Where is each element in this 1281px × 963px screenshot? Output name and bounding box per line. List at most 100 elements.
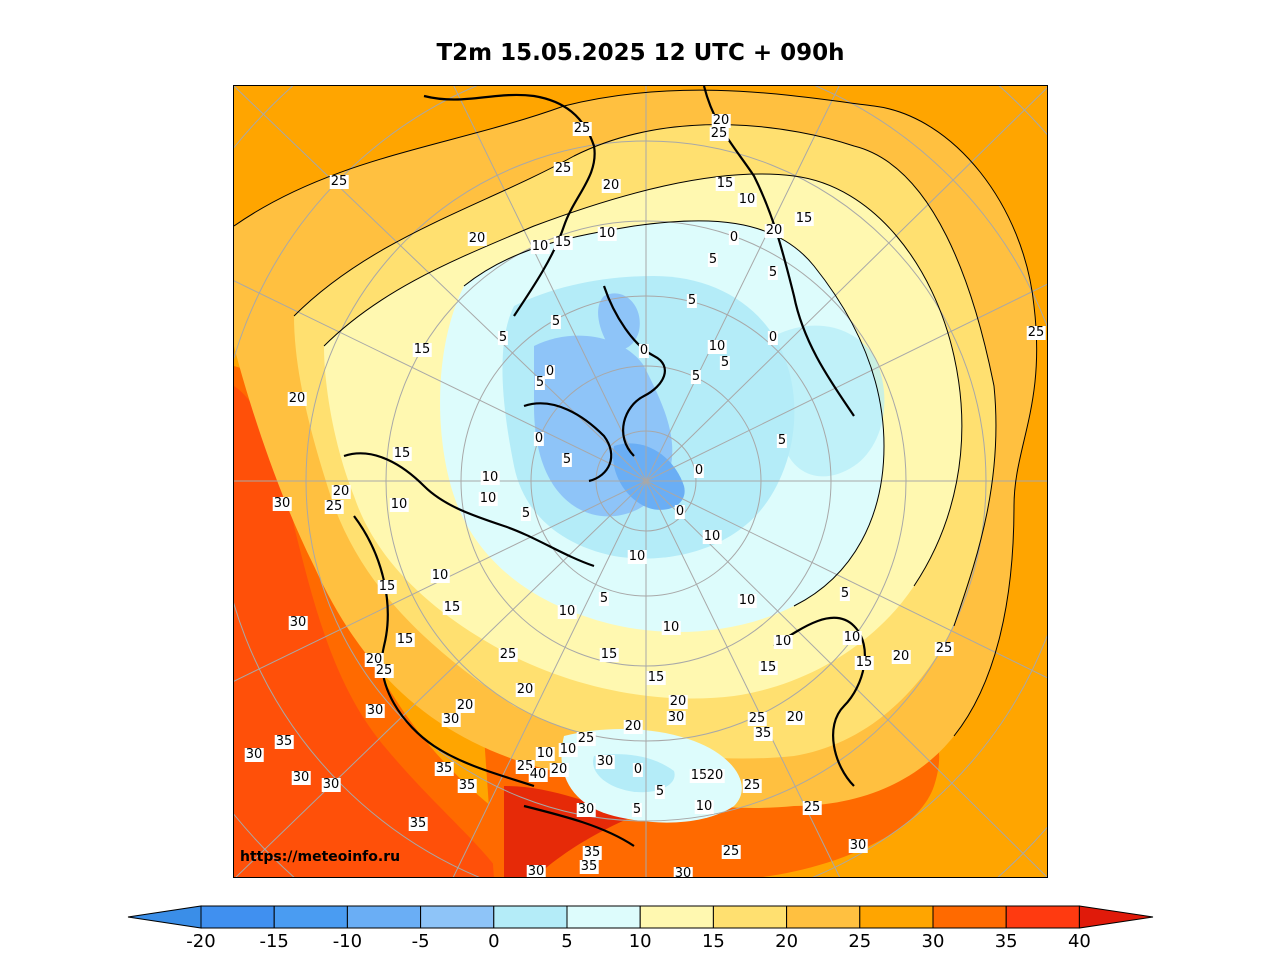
contour-label: 25 bbox=[324, 499, 344, 514]
colorbar-tick-label: -15 bbox=[259, 931, 289, 952]
colorbar-segment bbox=[346, 905, 422, 929]
contour-label: 15 bbox=[377, 579, 397, 594]
colorbar-tick-label: 40 bbox=[1067, 931, 1091, 952]
colorbar-segment bbox=[566, 905, 641, 929]
contour-label: 30 bbox=[291, 770, 311, 785]
contour-label: 10 bbox=[737, 593, 757, 608]
contour-label: 0 bbox=[638, 343, 650, 358]
contour-label: 25 bbox=[721, 844, 741, 859]
contour-label: 20 bbox=[785, 710, 805, 725]
contour-label: 10 bbox=[530, 239, 550, 254]
contour-label: 10 bbox=[480, 470, 500, 485]
contour-label: 25 bbox=[742, 778, 762, 793]
colorbar-segment bbox=[200, 905, 275, 929]
contour-label: 5 bbox=[550, 314, 562, 329]
contour-label: 25 bbox=[329, 174, 349, 189]
contour-label: 15 bbox=[758, 660, 778, 675]
contour-label: 15 bbox=[442, 600, 462, 615]
contour-label: 20 bbox=[668, 694, 688, 709]
colorbar-tick-label: 30 bbox=[921, 931, 945, 952]
colorbar bbox=[127, 905, 1154, 929]
contour-label: 10 bbox=[702, 529, 722, 544]
watermark: https://meteoinfo.ru bbox=[240, 849, 401, 865]
contour-label: 10 bbox=[430, 568, 450, 583]
contour-label: 25 bbox=[374, 663, 394, 678]
colorbar-under-arrow bbox=[127, 905, 202, 929]
contour-label: 0 bbox=[674, 504, 686, 519]
colorbar-tick-label: 0 bbox=[488, 931, 500, 952]
contour-label: 15 bbox=[689, 768, 709, 783]
contour-label: 5 bbox=[598, 591, 610, 606]
contour-label: 30 bbox=[666, 710, 686, 725]
contour-label: 15 bbox=[794, 211, 814, 226]
contour-label: 5 bbox=[690, 369, 702, 384]
contour-label: 25 bbox=[934, 641, 954, 656]
contour-label: 10 bbox=[389, 497, 409, 512]
contour-label: 30 bbox=[244, 747, 264, 762]
contour-label: 10 bbox=[558, 742, 578, 757]
contour-label: 15 bbox=[412, 342, 432, 357]
contour-label: 15 bbox=[392, 446, 412, 461]
contour-label: 25 bbox=[802, 800, 822, 815]
contour-label: 10 bbox=[737, 192, 757, 207]
contour-label: 25 bbox=[572, 121, 592, 136]
contour-label: 10 bbox=[597, 226, 617, 241]
colorbar-segment bbox=[1005, 905, 1080, 929]
colorbar-tick-label: 10 bbox=[628, 931, 652, 952]
colorbar-segment bbox=[712, 905, 788, 929]
colorbar-segment bbox=[786, 905, 861, 929]
contour-label: 30 bbox=[365, 703, 385, 718]
colorbar-over-arrow bbox=[1078, 905, 1154, 929]
contour-label: 30 bbox=[848, 838, 868, 853]
contour-label: 20 bbox=[764, 223, 784, 238]
contour-label: 5 bbox=[631, 802, 643, 817]
contour-label: 15 bbox=[646, 670, 666, 685]
contour-label: 25 bbox=[747, 711, 767, 726]
contour-label: 25 bbox=[498, 647, 518, 662]
contour-label: 10 bbox=[694, 799, 714, 814]
contour-label: 0 bbox=[632, 762, 644, 777]
contour-label: 35 bbox=[274, 734, 294, 749]
contour-label: 25 bbox=[553, 161, 573, 176]
contour-label: 30 bbox=[595, 754, 615, 769]
contour-label: 20 bbox=[455, 698, 475, 713]
colorbar-tick-label: 20 bbox=[775, 931, 799, 952]
contour-label: 30 bbox=[576, 802, 596, 817]
contour-label: 35 bbox=[579, 859, 599, 874]
contour-label: 25 bbox=[1026, 325, 1046, 340]
contour-label: 30 bbox=[441, 712, 461, 727]
contour-label: 20 bbox=[467, 231, 487, 246]
contour-label: 25 bbox=[709, 126, 729, 141]
contour-label: 10 bbox=[707, 339, 727, 354]
contour-label: 25 bbox=[576, 731, 596, 746]
contour-label: 0 bbox=[693, 463, 705, 478]
contour-label: 20 bbox=[705, 768, 725, 783]
colorbar-segment bbox=[493, 905, 568, 929]
contour-label: 20 bbox=[287, 391, 307, 406]
contour-label: 0 bbox=[728, 230, 740, 245]
contour-label: 0 bbox=[533, 431, 545, 446]
contour-label: 5 bbox=[776, 433, 788, 448]
contour-label: 20 bbox=[711, 113, 731, 128]
colorbar-tick-label: -5 bbox=[411, 931, 430, 952]
map-title: T2m 15.05.2025 12 UTC + 090h bbox=[436, 40, 845, 66]
colorbar-segment bbox=[932, 905, 1007, 929]
colorbar-tick-label: -10 bbox=[332, 931, 363, 952]
colorbar-segment bbox=[639, 905, 714, 929]
temperature-map: 25 25 25 20 20 25 15 10 15 20 20 10 15 10 0 5 5 5 25 5 5 15 0 1… bbox=[233, 85, 1048, 878]
contour-label: 35 bbox=[582, 845, 602, 860]
colorbar-segment bbox=[859, 905, 934, 929]
contour-label: 10 bbox=[661, 620, 681, 635]
contour-label: 10 bbox=[842, 630, 862, 645]
contour-label: 0 bbox=[544, 364, 556, 379]
colorbar-tick-label: 5 bbox=[561, 931, 573, 952]
contour-label: 5 bbox=[839, 586, 851, 601]
contour-label: 35 bbox=[434, 761, 454, 776]
colorbar-tick-label: 15 bbox=[701, 931, 725, 952]
contour-label: 20 bbox=[331, 484, 351, 499]
contour-label: 30 bbox=[272, 496, 292, 511]
colorbar-tick-label: 25 bbox=[848, 931, 872, 952]
contour-label: 15 bbox=[395, 632, 415, 647]
contour-label: 10 bbox=[627, 549, 647, 564]
contour-label: 10 bbox=[478, 491, 498, 506]
